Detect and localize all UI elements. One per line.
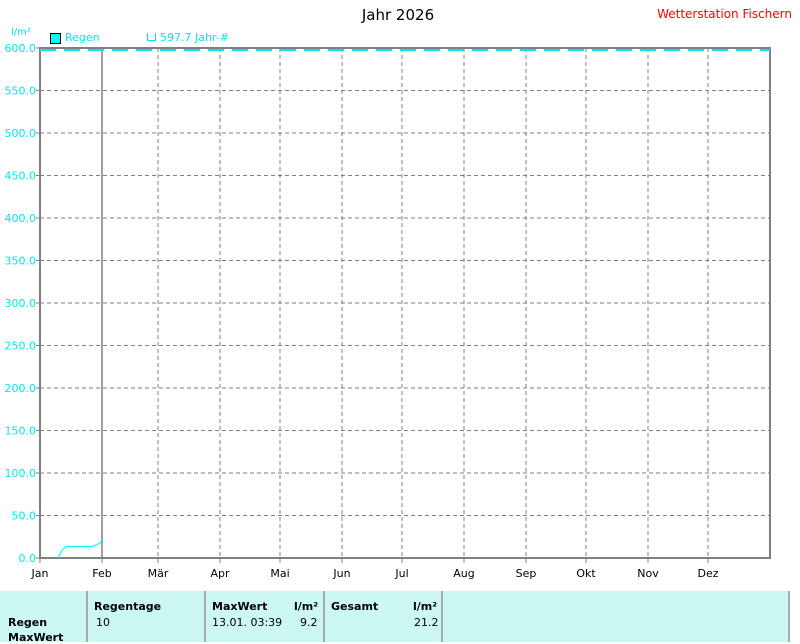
y-tick-label: 450.0 [5,170,37,183]
x-tick-label: Nov [637,567,659,580]
y-tick-label: 200.0 [5,382,37,395]
regentage-header: Regentage [94,600,162,613]
y-axis-label: l/m² [11,27,31,38]
stats-panel: Regen MaxWert Regentage 10 MaxWert l/m² … [0,590,790,644]
gesamt-header: Gesamt [331,600,379,613]
legend-swatch-reference [147,33,156,41]
y-tick-label: 0.0 [19,552,37,565]
y-tick-label: 350.0 [5,255,37,268]
maxwert-value: 9.2 [300,616,318,629]
station-name: Wetterstation Fischern [657,7,792,21]
gesamt-value: 21.2 [414,616,439,629]
maxwert-unit: l/m² [294,600,319,613]
series-line-regen [57,539,103,559]
y-tick-label: 400.0 [5,212,37,225]
plot-frame [39,47,771,559]
row-label-maxwert: MaxWert [8,631,64,644]
x-tick-label: Mai [270,567,289,580]
maxwert-date: 13.01. 03:39 [212,616,283,629]
legend-label-regen: Regen [65,31,100,44]
col-gesamt: Gesamt l/m² 21.2 [323,591,442,642]
x-tick-label: Sep [516,567,537,580]
chart-plot: 0.0 50.0 100.0 150.0 200.0 250.0 300.0 350.0 400… [5,42,771,580]
x-tick-label: Aug [453,567,474,580]
y-tick-label: 50.0 [12,510,37,523]
maxwert-header: MaxWert [212,600,268,613]
legend-label-reference: 597.7 Jahr-# [160,31,229,44]
y-tick-label: 300.0 [5,297,37,310]
legend-swatch-regen [50,33,61,44]
gesamt-unit: l/m² [413,600,438,613]
y-tick-label: 100.0 [5,467,37,480]
x-tick-label: Jun [332,567,350,580]
y-tick-label: 150.0 [5,425,37,438]
panel-edge [788,591,790,642]
regentage-value: 10 [96,616,110,629]
chart-title: Jahr 2026 [361,6,435,24]
x-tick-label: Mär [148,567,169,580]
y-tick-label: 500.0 [5,127,37,140]
col-empty [441,591,788,642]
x-tick-label: Apr [210,567,230,580]
row-label-regen: Regen [8,616,48,629]
x-tick-label: Feb [92,567,111,580]
x-tick-label: Okt [576,567,596,580]
x-tick-label: Jul [394,567,408,580]
y-tick-label: 600.0 [5,42,37,55]
col-maxwert: MaxWert l/m² 13.01. 03:39 9.2 [204,591,324,642]
x-tick-label: Dez [697,567,718,580]
y-tick-label: 250.0 [5,340,37,353]
y-tick-label: 550.0 [5,85,37,98]
col-regentage: Regentage 10 [86,591,205,642]
x-tick-label: Jan [31,567,49,580]
